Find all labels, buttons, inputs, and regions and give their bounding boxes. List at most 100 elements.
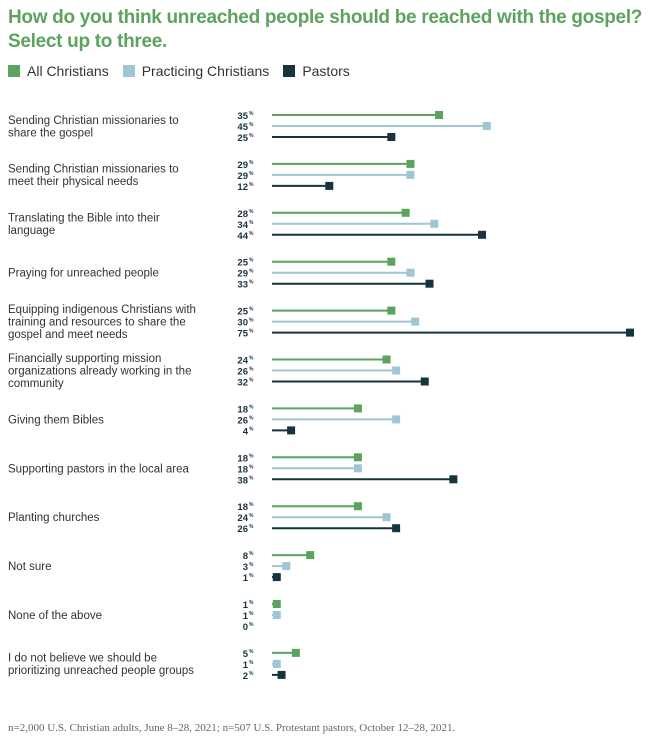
value-label: 1 xyxy=(243,600,249,611)
legend-item-all-christians: All Christians xyxy=(8,63,109,79)
bar-marker xyxy=(306,551,315,560)
legend-label: All Christians xyxy=(27,63,109,79)
category-label: Planting churches xyxy=(8,512,100,524)
value-suffix: % xyxy=(249,404,254,410)
value-suffix: % xyxy=(249,464,254,470)
category-label: Sending Christian missionaries to xyxy=(8,115,179,127)
value-label: 0 xyxy=(243,622,248,633)
value-label: 34 xyxy=(237,220,248,231)
value-suffix: % xyxy=(249,367,254,373)
value-label: 24 xyxy=(237,513,248,524)
value-suffix: % xyxy=(249,318,254,324)
legend-item-practicing-christians: Practicing Christians xyxy=(122,63,270,79)
value-suffix: % xyxy=(249,378,254,384)
value-label: 1 xyxy=(243,660,249,671)
category-label: share the gospel xyxy=(8,127,93,139)
value-label: 45 xyxy=(237,122,248,133)
bar-marker xyxy=(277,670,286,679)
category-label: training and resources to share the xyxy=(8,317,186,329)
value-suffix: % xyxy=(249,611,254,617)
value-suffix: % xyxy=(249,502,254,508)
value-suffix: % xyxy=(249,307,254,313)
bar-marker xyxy=(353,453,362,462)
value-label: 35 xyxy=(237,111,248,122)
value-suffix: % xyxy=(249,329,254,335)
value-suffix: % xyxy=(249,573,254,579)
category-label: Translating the Bible into their xyxy=(8,213,160,225)
value-label: 2 xyxy=(243,671,248,682)
category-label: prioritizing unreached people groups xyxy=(8,665,194,677)
category-label: I do not believe we should be xyxy=(8,653,157,665)
value-label: 1 xyxy=(243,611,249,622)
value-label: 24 xyxy=(237,356,248,367)
bar-marker xyxy=(392,524,401,533)
value-label: 30 xyxy=(237,318,248,329)
value-suffix: % xyxy=(249,562,254,568)
bar-marker xyxy=(482,122,491,130)
bar-marker xyxy=(287,426,296,435)
value-suffix: % xyxy=(249,622,254,628)
value-label: 8 xyxy=(243,551,248,562)
category-label: organizations already working in the xyxy=(8,366,191,378)
value-suffix: % xyxy=(249,649,254,655)
bar-marker xyxy=(291,648,300,657)
value-suffix: % xyxy=(249,231,254,237)
value-suffix: % xyxy=(249,600,254,606)
category-label: meet their physical needs xyxy=(8,176,139,188)
legend-label: Pastors xyxy=(302,63,350,79)
bar-marker xyxy=(411,317,420,326)
value-suffix: % xyxy=(249,356,254,362)
bar-marker xyxy=(272,600,281,608)
value-suffix: % xyxy=(249,220,254,226)
bar-marker xyxy=(387,257,396,266)
bar-marker xyxy=(325,181,334,190)
category-label: Not sure xyxy=(8,561,51,573)
value-label: 44 xyxy=(237,231,248,242)
bar-marker xyxy=(401,208,410,217)
value-suffix: % xyxy=(249,551,254,557)
bar-marker xyxy=(626,328,634,337)
bar-marker xyxy=(449,475,458,484)
value-label: 29 xyxy=(237,171,248,182)
legend-item-pastors: Pastors xyxy=(283,63,350,79)
value-label: 25 xyxy=(237,307,248,318)
footnote: n=2,000 U.S. Christian adults, June 8–28… xyxy=(8,722,456,734)
legend-label: Practicing Christians xyxy=(141,63,270,79)
bar-marker xyxy=(382,355,391,364)
value-suffix: % xyxy=(249,426,254,432)
value-suffix: % xyxy=(249,258,254,264)
chart-title: How do you think unreached people should… xyxy=(8,6,648,54)
value-label: 32 xyxy=(237,378,248,389)
category-label: Giving them Bibles xyxy=(8,414,104,426)
bar-marker xyxy=(430,219,439,228)
value-label: 33 xyxy=(237,280,248,291)
category-label: Praying for unreached people xyxy=(8,268,159,280)
bar-marker xyxy=(382,513,391,522)
value-label: 18 xyxy=(237,464,248,475)
bar-marker xyxy=(392,366,401,375)
category-label: Supporting pastors in the local area xyxy=(8,463,190,475)
value-label: 29 xyxy=(237,269,248,280)
bar-marker xyxy=(353,404,362,413)
value-label: 26 xyxy=(237,524,248,535)
legend-swatch xyxy=(283,65,296,77)
value-suffix: % xyxy=(249,182,254,188)
bar-marker xyxy=(406,159,415,168)
value-suffix: % xyxy=(249,524,254,530)
bar-marker xyxy=(272,659,281,668)
value-suffix: % xyxy=(249,160,254,166)
category-label: Sending Christian missionaries to xyxy=(8,164,179,176)
value-suffix: % xyxy=(249,171,254,177)
legend-swatch xyxy=(8,65,20,77)
bar-marker xyxy=(353,464,362,473)
category-label: community xyxy=(8,378,64,390)
title-line: How do you think unreached people should… xyxy=(8,7,643,28)
value-label: 25 xyxy=(237,133,248,144)
value-label: 18 xyxy=(237,502,248,513)
bar-marker xyxy=(392,415,401,424)
category-label: gospel and meet needs xyxy=(8,329,128,341)
value-suffix: % xyxy=(249,209,254,215)
value-label: 29 xyxy=(237,160,248,171)
bar-marker xyxy=(478,230,487,239)
